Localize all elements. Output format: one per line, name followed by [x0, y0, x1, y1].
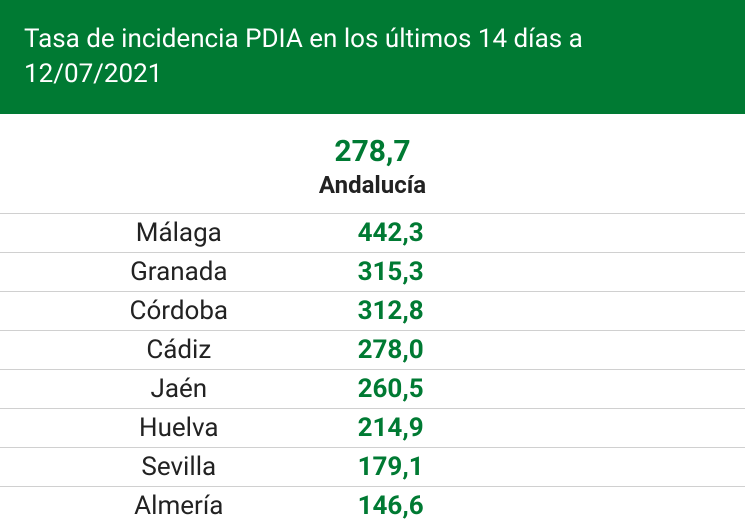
value-cell: 260,5 — [358, 370, 745, 409]
summary-label: Andalucía — [0, 171, 745, 199]
table-row: Sevilla179,1 — [0, 448, 745, 487]
table-row: Córdoba312,8 — [0, 292, 745, 331]
incidence-table-body: Málaga442,3Granada315,3Córdoba312,8Cádiz… — [0, 214, 745, 525]
table-row: Cádiz278,0 — [0, 331, 745, 370]
summary-value: 278,7 — [0, 134, 745, 169]
province-cell: Córdoba — [0, 292, 358, 331]
value-cell: 442,3 — [358, 214, 745, 253]
table-row: Almería146,6 — [0, 487, 745, 525]
value-cell: 315,3 — [358, 253, 745, 292]
province-cell: Jaén — [0, 370, 358, 409]
value-cell: 214,9 — [358, 409, 745, 448]
summary-block: 278,7 Andalucía — [0, 114, 745, 213]
header-title: Tasa de incidencia PDIA en los últimos 1… — [24, 24, 583, 89]
province-cell: Sevilla — [0, 448, 358, 487]
table-row: Granada315,3 — [0, 253, 745, 292]
table-row: Jaén260,5 — [0, 370, 745, 409]
table-row: Huelva214,9 — [0, 409, 745, 448]
incidence-table: Málaga442,3Granada315,3Córdoba312,8Cádiz… — [0, 213, 745, 525]
header-banner: Tasa de incidencia PDIA en los últimos 1… — [0, 0, 745, 114]
province-cell: Huelva — [0, 409, 358, 448]
province-cell: Almería — [0, 487, 358, 525]
value-cell: 179,1 — [358, 448, 745, 487]
value-cell: 278,0 — [358, 331, 745, 370]
province-cell: Cádiz — [0, 331, 358, 370]
value-cell: 312,8 — [358, 292, 745, 331]
province-cell: Málaga — [0, 214, 358, 253]
table-row: Málaga442,3 — [0, 214, 745, 253]
value-cell: 146,6 — [358, 487, 745, 525]
province-cell: Granada — [0, 253, 358, 292]
